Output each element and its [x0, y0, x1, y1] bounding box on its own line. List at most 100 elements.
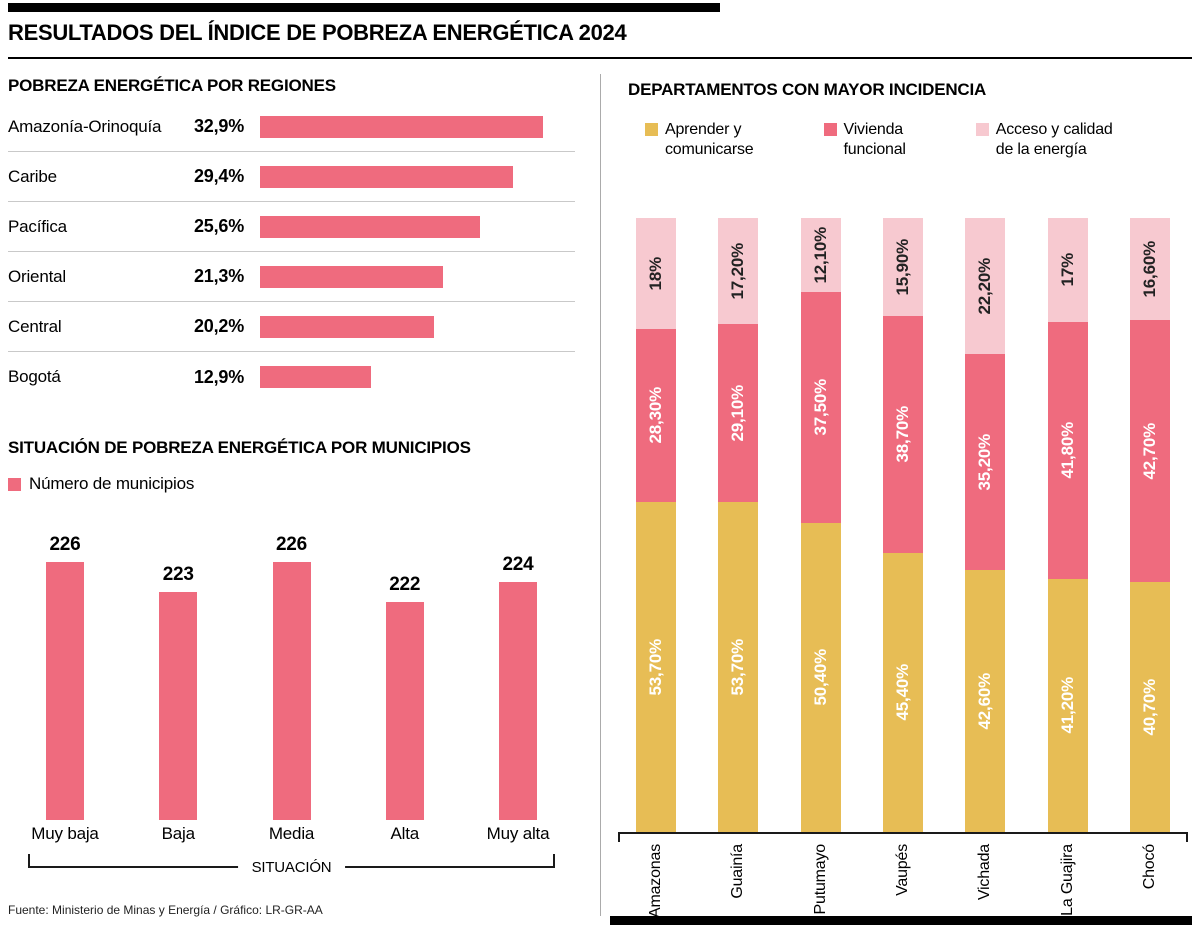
segment-value: 53,70% [728, 638, 748, 696]
segment-value: 42,60% [975, 672, 995, 730]
department-name: La Guajira [1048, 844, 1088, 926]
bottom-rule [610, 916, 1192, 925]
department-name: Chocó [1130, 844, 1170, 926]
municipio-category: Alta [390, 824, 420, 843]
stack-segment: 29,10% [718, 323, 759, 503]
department-bar: 45,40% 38,70% 15,90% [882, 218, 923, 832]
region-value: 21,3% [194, 266, 245, 286]
department-bar: 53,70% 28,30% 18% [636, 218, 676, 832]
regions-rows: Amazonía-Orinoquía 32,9% Caribe 29,4% Pacífi… [8, 102, 575, 402]
regions-chart: POBREZA ENERGÉTICA POR REGIONES Amazonía… [8, 76, 575, 402]
title-divider [8, 57, 1192, 59]
region-row: Bogotá 12,9% [8, 352, 575, 402]
segment-value: 35,20% [975, 434, 995, 491]
departments-bars: 53,70% 28,30% 18% 53,70% 29,10% 17,20% 50,40% 3… [618, 217, 1188, 832]
municipio-bar-group: 222 [385, 574, 424, 820]
segment-value: 37,50% [810, 379, 830, 436]
region-row: Amazonía-Orinoquía 32,9% [8, 102, 575, 152]
municipios-bars: 226 223 226 222 224 [8, 502, 575, 820]
region-label: Pacífica [8, 216, 67, 236]
departments-chart: DEPARTAMENTOS CON MAYOR INCIDENCIA Apren… [618, 72, 1188, 926]
region-label: Caribe [8, 166, 57, 186]
situacion-axis-bracket: SITUACIÓN [28, 854, 555, 876]
region-value: 20,2% [194, 316, 245, 336]
municipio-bar-group: 226 [46, 534, 84, 820]
region-label: Amazonía-Orinoquía [8, 116, 162, 136]
stack-segment: 16,60% [1129, 218, 1170, 320]
department-bar: 50,40% 37,50% 12,10% [800, 217, 841, 832]
municipio-bar [272, 562, 311, 820]
stack-segment: 18% [636, 218, 676, 329]
legend-label: Número de municipios [29, 474, 195, 493]
department-name-label: Putumayo [811, 844, 829, 915]
stack-segment: 17% [1047, 217, 1088, 323]
municipios-categories: Muy baja Baja Media Alta Muy alta [8, 824, 575, 844]
segment-value: 53,70% [646, 638, 665, 696]
legend-swatch-icon [645, 123, 658, 136]
department-name-label: Chocó [1140, 844, 1158, 890]
municipio-value: 224 [502, 554, 534, 575]
stack-segment: 42,70% [1129, 319, 1170, 583]
segment-value: 40,70% [1139, 678, 1159, 736]
region-value: 29,4% [194, 166, 245, 186]
segment-value: 45,40% [892, 664, 912, 721]
municipio-category: Media [268, 824, 315, 843]
stack-segment: 37,50% [800, 292, 841, 523]
segment-value: 12,10% [810, 226, 830, 284]
legend-label: Acceso y calidad de la energía [995, 121, 1113, 158]
legend-item-acceso: Acceso y calidad de la energía [975, 120, 1113, 160]
legend-label: Vivienda funcional [843, 121, 906, 158]
municipio-bar-group: 226 [272, 534, 311, 820]
segment-value: 17,20% [728, 242, 748, 300]
municipio-value: 222 [389, 574, 421, 595]
region-bar [260, 265, 444, 288]
region-bar [260, 115, 543, 138]
department-bar: 42,60% 35,20% 22,20% [965, 218, 1006, 832]
regions-chart-title: POBREZA ENERGÉTICA POR REGIONES [8, 76, 336, 95]
segment-value: 29,10% [728, 384, 748, 442]
stack-segment: 41,20% [1047, 579, 1088, 832]
departments-chart-title: DEPARTAMENTOS CON MAYOR INCIDENCIA [628, 80, 987, 99]
municipio-category: Muy alta [486, 824, 550, 843]
legend-item-vivienda: Vivienda funcional [823, 120, 906, 160]
municipio-bar [499, 582, 537, 820]
departments-legend: Aprender y comunicarse Vivienda funciona… [645, 120, 1113, 160]
department-bar: 53,70% 29,10% 17,20% [718, 218, 759, 832]
municipio-bar [385, 602, 424, 820]
department-bar: 40,70% 42,70% 16,60% [1129, 218, 1170, 832]
segment-value: 16,60% [1139, 240, 1159, 298]
region-value: 32,9% [194, 116, 245, 136]
municipio-value: 223 [162, 564, 194, 585]
department-name: Guainía [718, 844, 758, 926]
stack-segment: 53,70% [636, 502, 676, 832]
segment-value: 22,20% [975, 257, 995, 315]
stack-segment: 22,20% [965, 218, 1006, 355]
departments-axis-bracket [618, 832, 1188, 842]
segment-value: 50,40% [810, 649, 830, 706]
department-name: Vaupés [883, 844, 923, 926]
region-bar [260, 165, 513, 188]
source-credit: Fuente: Ministerio de Minas y Energía / … [8, 903, 323, 917]
department-name: Vichada [965, 844, 1005, 926]
municipio-value: 226 [49, 534, 81, 555]
legend-swatch-icon [975, 123, 989, 136]
department-name-label: Vichada [976, 844, 994, 901]
segment-value: 17% [1057, 253, 1077, 287]
segment-value: 28,30% [646, 387, 665, 444]
stack-segment: 41,80% [1047, 322, 1088, 579]
municipios-chart: SITUACIÓN DE POBREZA ENERGÉTICA POR MUNI… [8, 438, 575, 876]
legend-swatch-icon [8, 477, 21, 491]
municipio-category: Muy baja [31, 824, 99, 843]
region-value: 25,6% [194, 216, 245, 236]
department-name-label: Guainía [729, 844, 747, 899]
department-name-label: Vaupés [893, 844, 911, 896]
region-row: Pacífica 25,6% [8, 202, 575, 252]
segment-value: 15,90% [892, 238, 912, 296]
page-title: RESULTADOS DEL ÍNDICE DE POBREZA ENERGÉT… [8, 20, 627, 45]
municipio-bar-group: 224 [499, 554, 537, 820]
segment-value: 42,70% [1139, 422, 1159, 480]
municipio-bar-group: 223 [159, 564, 198, 820]
department-name-label: La Guajira [1058, 844, 1076, 916]
legend-label: Aprender y comunicarse [665, 121, 754, 158]
